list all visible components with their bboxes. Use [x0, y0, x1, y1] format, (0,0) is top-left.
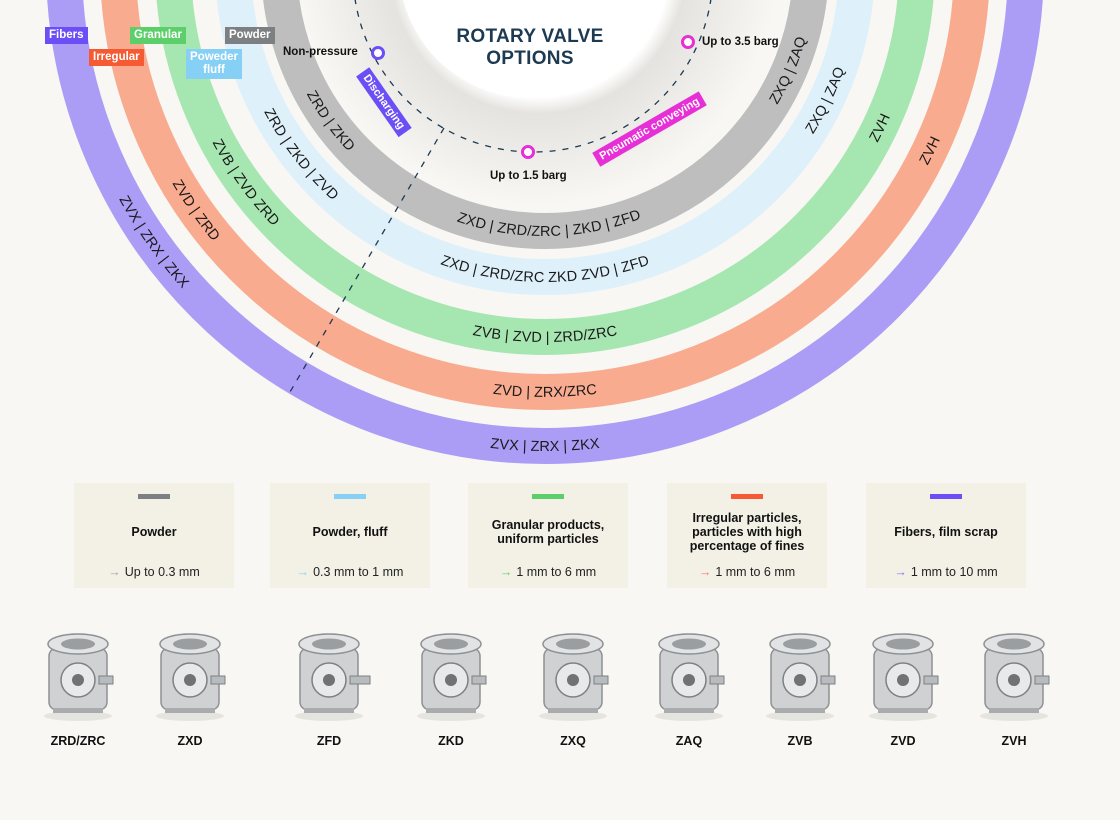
particle-size-range: → 1 mm to 6 mm: [468, 565, 628, 579]
valve-product: ZXD: [135, 628, 245, 748]
valve-model-name: ZFD: [316, 734, 342, 748]
rotary-valve-image: [156, 633, 226, 721]
valve-product: ZAQ: [634, 628, 744, 748]
valve-product: ZKD: [396, 628, 506, 748]
title-line-2: OPTIONS: [486, 48, 574, 69]
legend-powder-fluff: Poweder fluff: [186, 49, 242, 79]
ring-granular: [156, 0, 934, 355]
particle-size-text: 1 mm to 6 mm: [715, 565, 796, 579]
ring-fibers-label-bottom: ZVX | ZRX | ZKX: [490, 436, 601, 455]
ring-irregular: [101, 0, 989, 410]
low-pressure-label: Up to 1.5 barg: [490, 170, 567, 182]
rotary-valve-image: [539, 633, 609, 721]
particle-size-text: 0.3 mm to 1 mm: [313, 565, 404, 579]
arrow-right-icon: →: [698, 565, 712, 579]
valve-model-name: ZVB: [787, 734, 813, 748]
material-card-title-wrap: Granular products, uniform particles: [474, 515, 622, 573]
ring-irregular-label-bottom: ZVD | ZRX/ZRC: [492, 382, 597, 401]
valve-model-name: ZXD: [177, 734, 203, 748]
material-card: Powder → Up to 0.3 mm: [74, 483, 234, 588]
material-card-title: Granular products, uniform particles: [491, 518, 605, 546]
ring-fluff: [216, 0, 874, 295]
material-card: Granular products, uniform particles → 1 …: [468, 483, 628, 588]
low-pressure-marker: [521, 145, 535, 159]
material-card-title-wrap: Irregular particles, particles with high…: [673, 511, 821, 573]
material-card-title: Powder: [131, 525, 177, 539]
particle-size-range: → 1 mm to 10 mm: [866, 565, 1026, 579]
material-color-bar: [334, 494, 366, 499]
rotary-valve-image: [655, 633, 725, 721]
valve-model-name: ZAQ: [675, 734, 703, 748]
valve-product: ZVB: [745, 628, 855, 748]
particle-size-range: → 0.3 mm to 1 mm: [270, 565, 430, 579]
material-card-title: Fibers, film scrap: [894, 525, 998, 539]
non-pressure-label: Non-pressure: [283, 46, 358, 58]
legend-powder: Powder: [225, 27, 275, 44]
ring-granular-label-bottom: ZVB | ZVD | ZRD/ZRC: [471, 323, 618, 346]
arrow-right-icon: →: [894, 565, 907, 579]
ring-fibers: [47, 0, 1043, 464]
valve-models-text: ZVX | ZRX | ZKX: [490, 436, 601, 455]
valve-model-name: ZXQ: [560, 734, 586, 748]
material-card-title: Powder, fluff: [312, 525, 388, 539]
valve-product: ZXQ: [518, 628, 628, 748]
ring-powder: [263, 0, 827, 249]
material-card: Fibers, film scrap → 1 mm to 10 mm: [866, 483, 1026, 588]
high-pressure-marker: [681, 35, 695, 49]
valve-model-name: ZRD/ZRC: [50, 734, 106, 748]
valve-product: ZVD: [848, 628, 958, 748]
rotary-valve-image: [980, 633, 1050, 721]
rotary-valve-image: [766, 633, 836, 721]
valve-models-text: ZVD | ZRX/ZRC: [492, 382, 597, 401]
valve-product: ZVH: [959, 628, 1069, 748]
legend-irregular: Irregular: [89, 49, 144, 66]
rotary-valve-image: [44, 633, 114, 721]
center-circle: [403, 0, 657, 98]
material-color-bar: [731, 494, 763, 499]
material-color-bar: [138, 494, 170, 499]
material-card: Irregular particles, particles with high…: [667, 483, 827, 588]
material-card-title-wrap: Powder, fluff: [276, 515, 424, 573]
valve-model-name: ZVH: [1001, 734, 1027, 748]
material-card-title-wrap: Powder: [80, 515, 228, 573]
rotary-valve-image: [295, 633, 371, 721]
rotary-valve-image: [417, 633, 487, 721]
non-pressure-marker: [371, 46, 385, 60]
arrow-right-icon: →: [499, 565, 513, 579]
valve-model-name: ZVD: [890, 734, 916, 748]
arrow-right-icon: →: [296, 565, 310, 579]
high-pressure-label: Up to 3.5 barg: [702, 36, 779, 48]
valve-model-name: ZKD: [438, 734, 464, 748]
valve-product: ZFD: [274, 628, 384, 748]
particle-size-text: 1 mm to 6 mm: [516, 565, 597, 579]
title-line-1: ROTARY VALVE: [456, 26, 604, 47]
center-shadow: [300, 0, 776, 205]
page-title: ROTARY VALVE OPTIONS: [430, 26, 630, 70]
material-card-title: Irregular particles, particles with high…: [689, 511, 805, 553]
particle-size-range: → Up to 0.3 mm: [74, 565, 234, 579]
valve-models-text: ZVB | ZVD | ZRD/ZRC: [471, 323, 618, 346]
legend-fibers: Fibers: [45, 27, 88, 44]
particle-size-text: Up to 0.3 mm: [124, 565, 200, 579]
particle-size-range: → 1 mm to 6 mm: [667, 565, 827, 579]
material-color-bar: [930, 494, 962, 499]
material-card: Powder, fluff → 0.3 mm to 1 mm: [270, 483, 430, 588]
legend-granular: Granular: [130, 27, 186, 44]
material-color-bar: [532, 494, 564, 499]
material-card-title-wrap: Fibers, film scrap: [872, 515, 1020, 573]
arrow-right-icon: →: [108, 565, 121, 579]
valve-product: ZRD/ZRC: [23, 628, 133, 748]
rotary-valve-image: [869, 633, 939, 721]
particle-size-text: 1 mm to 10 mm: [910, 565, 998, 579]
